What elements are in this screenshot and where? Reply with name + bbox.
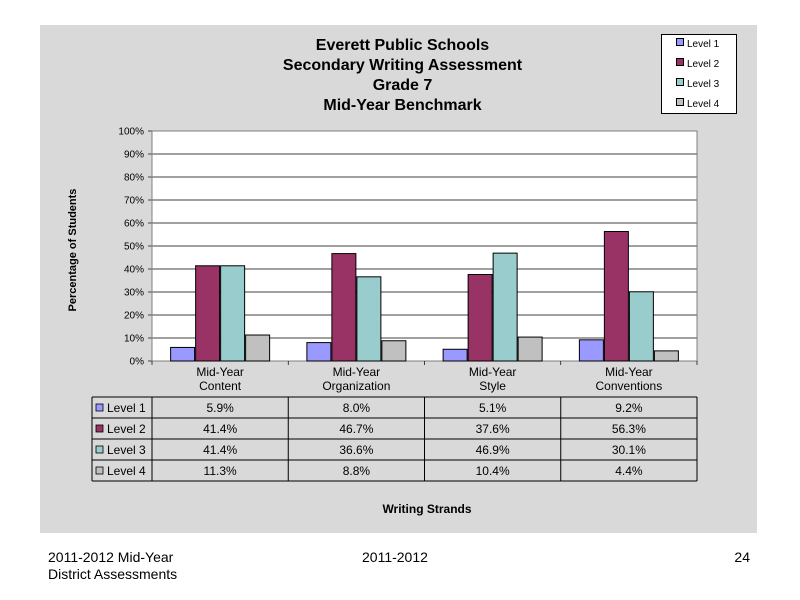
bar bbox=[517, 336, 543, 362]
table-cell-value: 5.9% bbox=[206, 401, 234, 415]
legend-item: Level 2 bbox=[676, 58, 719, 72]
y-tick-label: 100% bbox=[118, 127, 144, 138]
legend-label: Level 2 bbox=[687, 59, 720, 70]
legend-label: Level 1 bbox=[687, 39, 720, 50]
table-cell-value: 10.4% bbox=[476, 464, 510, 478]
bar bbox=[356, 276, 382, 362]
table-cell-value: 41.4% bbox=[203, 443, 237, 457]
table-cell-value: 56.3% bbox=[612, 422, 646, 436]
page-number: 24 bbox=[734, 549, 750, 565]
bar bbox=[492, 252, 518, 362]
table-cell-value: 8.8% bbox=[343, 464, 371, 478]
bar bbox=[220, 265, 246, 362]
legend-item: Level 4 bbox=[676, 98, 719, 112]
chart-title-line: Mid-Year Benchmark bbox=[323, 97, 482, 114]
table-cell-value: 11.3% bbox=[204, 464, 237, 478]
bar bbox=[195, 265, 221, 362]
table-cell-value: 8.0% bbox=[343, 401, 371, 415]
x-tick-label: Mid-Year bbox=[333, 365, 381, 379]
table-cell-value: 36.6% bbox=[339, 443, 373, 457]
table-cell-value: 4.4% bbox=[615, 464, 643, 478]
legend-swatch bbox=[676, 98, 684, 106]
x-axis-label: Writing Strands bbox=[382, 502, 472, 516]
table-cell-value: 9.2% bbox=[615, 401, 643, 415]
y-tick-label: 50% bbox=[124, 242, 144, 253]
table-legend-swatch bbox=[95, 466, 104, 475]
footer-left: 2011-2012 Mid-Year District Assessments bbox=[48, 549, 177, 583]
chart-title-line: Grade 7 bbox=[372, 77, 433, 94]
x-tick-label: Mid-Year bbox=[605, 365, 653, 379]
y-tick-label: 40% bbox=[124, 265, 144, 276]
legend-label: Level 3 bbox=[687, 79, 720, 90]
bar bbox=[467, 274, 493, 362]
x-tick-label: Mid-Year bbox=[469, 365, 517, 379]
table-cell-value: 41.4% bbox=[203, 422, 237, 436]
legend-swatch bbox=[676, 58, 684, 66]
x-tick-label: Content bbox=[199, 379, 242, 393]
bar bbox=[170, 346, 196, 362]
table-cell-value: 30.1% bbox=[612, 443, 646, 457]
table-series-label: Level 1 bbox=[107, 401, 146, 415]
x-tick-label: Conventions bbox=[596, 379, 663, 393]
legend-swatch bbox=[676, 78, 684, 86]
y-tick-label: 90% bbox=[124, 150, 144, 161]
table-cell-value: 5.1% bbox=[479, 401, 507, 415]
table-legend-swatch bbox=[95, 445, 104, 454]
y-tick-label: 0% bbox=[130, 357, 145, 368]
y-tick-label: 60% bbox=[124, 219, 144, 230]
legend-label: Level 4 bbox=[687, 99, 720, 110]
chart-title-line: Everett Public Schools bbox=[315, 37, 490, 54]
bar bbox=[442, 348, 468, 362]
table-legend-swatch bbox=[95, 424, 104, 433]
table-cell-value: 37.6% bbox=[476, 422, 510, 436]
legend-item: Level 3 bbox=[676, 78, 719, 92]
y-tick-label: 70% bbox=[124, 196, 144, 207]
bar bbox=[331, 253, 357, 362]
chart-title: Everett Public Schools Secondary Writing… bbox=[230, 36, 575, 116]
x-tick-label: Organization bbox=[322, 379, 390, 393]
bar bbox=[628, 291, 654, 362]
y-tick-label: 80% bbox=[124, 173, 144, 184]
chart-title-line: Secondary Writing Assessment bbox=[282, 57, 523, 74]
y-tick-label: 30% bbox=[124, 288, 144, 299]
bar bbox=[245, 334, 271, 362]
table-cell-value: 46.7% bbox=[339, 422, 373, 436]
chart-legend: Level 1 Level 2 Level 3 Level 4 bbox=[661, 34, 737, 114]
bar bbox=[381, 340, 407, 362]
y-tick-label: 20% bbox=[124, 311, 144, 322]
table-series-label: Level 4 bbox=[107, 464, 146, 478]
legend-item: Level 1 bbox=[676, 38, 719, 52]
x-tick-label: Mid-Year bbox=[196, 365, 244, 379]
bar bbox=[578, 339, 604, 362]
legend-swatch bbox=[676, 38, 684, 46]
bar bbox=[306, 342, 332, 362]
bar bbox=[603, 231, 629, 362]
table-legend-swatch bbox=[95, 403, 104, 412]
table-series-label: Level 3 bbox=[107, 443, 146, 457]
table-series-label: Level 2 bbox=[107, 422, 146, 436]
x-tick-label: Style bbox=[479, 379, 506, 393]
footer-left-line: District Assessments bbox=[48, 566, 178, 582]
y-tick-label: 10% bbox=[124, 334, 144, 345]
table-cell-value: 46.9% bbox=[476, 443, 510, 457]
bar bbox=[653, 350, 679, 362]
footer-center: 2011-2012 bbox=[362, 549, 428, 565]
footer-left-line: 2011-2012 Mid-Year bbox=[48, 549, 174, 565]
